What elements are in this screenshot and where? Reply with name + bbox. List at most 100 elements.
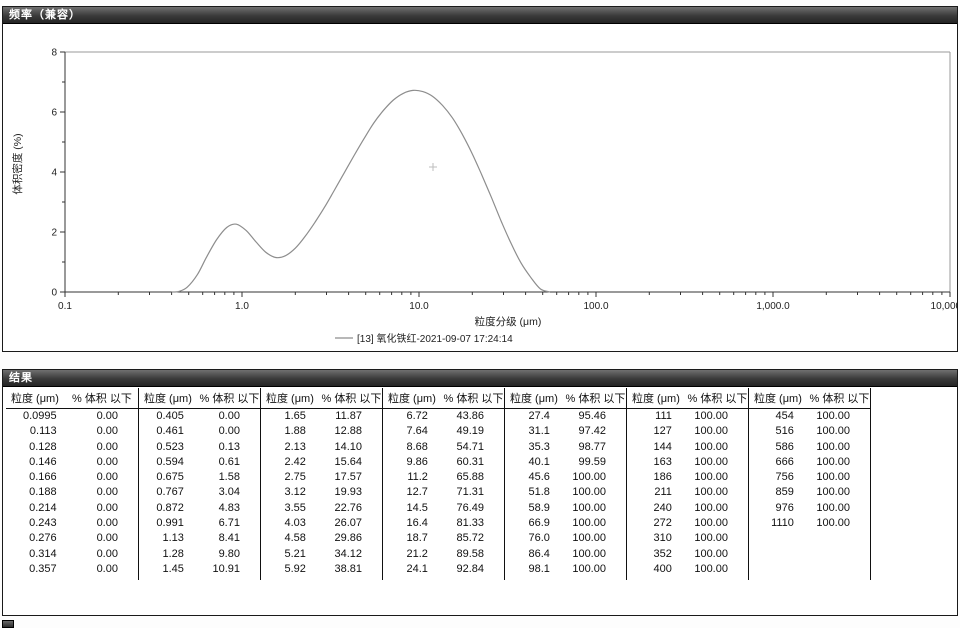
size-cell: 211 [654, 486, 672, 499]
table-row: 0.276 0.00 [6, 531, 138, 546]
col-header-pct: % 体积 以下 [443, 393, 504, 405]
pct-cell: 0.00 [96, 425, 118, 438]
table-row: 0.991 6.71 [139, 516, 260, 531]
size-cell: 86.4 [528, 547, 550, 560]
table-row: 352 100.00 [627, 547, 748, 562]
size-cell: 2.75 [284, 471, 306, 484]
result-column-group: 粒度 (μm) % 体积 以下 454 100.00 516 100.00 586 100.0… [749, 388, 871, 581]
size-cell: 144 [653, 440, 672, 453]
pct-cell: 100.00 [694, 532, 728, 545]
pct-cell: 100.00 [572, 562, 606, 575]
size-cell: 1.88 [284, 425, 306, 438]
size-cell: 400 [653, 562, 672, 575]
frequency-chart: 0.1 1.0 10.0 100.0 1,000.0 10,000.0 0 2 4 6 8 粒度分级 … [51, 48, 957, 346]
pct-cell: 97.42 [578, 425, 606, 438]
col-header-size: 粒度 (μm) [266, 393, 314, 405]
table-row: 0.675 1.58 [139, 470, 260, 485]
pct-cell: 19.93 [334, 486, 362, 499]
size-cell: 4.03 [284, 517, 306, 530]
table-row: 5.21 34.12 [261, 547, 382, 562]
size-cell: 310 [653, 532, 672, 545]
table-row: 111 100.00 [627, 409, 748, 424]
pct-cell: 100.00 [694, 455, 728, 468]
pct-cell: 54.71 [456, 440, 484, 453]
size-cell: 0.128 [29, 440, 57, 453]
size-cell: 666 [775, 455, 794, 468]
pct-cell: 76.49 [456, 501, 484, 514]
size-cell: 0.214 [29, 501, 57, 514]
size-cell: 16.4 [406, 517, 428, 530]
pct-cell: 6.71 [218, 517, 240, 530]
table-row: 0.767 3.04 [139, 485, 260, 500]
y-tick-label: 8 [51, 48, 57, 59]
pct-cell: 99.59 [578, 455, 606, 468]
size-cell: 976 [775, 501, 794, 514]
table-row: 163 100.00 [627, 455, 748, 470]
size-cell: 0.767 [156, 486, 184, 499]
pct-cell: 0.00 [96, 501, 118, 514]
table-row: 3.12 19.93 [261, 485, 382, 500]
pct-cell: 43.86 [456, 410, 484, 422]
table-row: 127 100.00 [627, 424, 748, 439]
frequency-panel: 频率（兼容） 体积密度 (%) 0.1 1.0 10.0 100.0 1,000.0 10… [2, 6, 958, 352]
table-row: 8.68 54.71 [383, 440, 504, 455]
size-cell: 756 [775, 471, 794, 484]
pct-cell: 100.00 [816, 425, 850, 438]
results-panel-title: 结果 [3, 370, 957, 387]
table-row: 3.55 22.76 [261, 501, 382, 516]
size-cell: 186 [653, 471, 672, 484]
pct-cell: 100.00 [694, 440, 728, 453]
frequency-panel-title: 频率（兼容） [3, 7, 957, 24]
pct-cell: 100.00 [694, 562, 728, 575]
table-row: 45.6 100.00 [505, 470, 626, 485]
table-row: 976 100.00 [749, 501, 870, 516]
table-row: 98.1 100.00 [505, 562, 626, 577]
pct-cell: 100.00 [694, 471, 728, 484]
table-row: 0.166 0.00 [6, 470, 138, 485]
table-row: 6.72 43.86 [383, 409, 504, 424]
pct-cell: 100.00 [816, 486, 850, 499]
col-header-size: 粒度 (μm) [510, 393, 558, 405]
size-cell: 0.188 [29, 486, 57, 499]
partial-next-panel [2, 620, 14, 628]
size-cell: 0.461 [156, 425, 184, 438]
table-row: 272 100.00 [627, 516, 748, 531]
pct-cell: 0.00 [96, 410, 118, 422]
x-tick-label: 10,000.0 [931, 301, 957, 312]
x-tick-label: 0.1 [58, 301, 72, 312]
pct-cell: 100.00 [572, 532, 606, 545]
pct-cell: 100.00 [572, 486, 606, 499]
table-row: 1.65 11.87 [261, 409, 382, 424]
pct-cell: 29.86 [334, 532, 362, 545]
size-cell: 0.146 [29, 455, 57, 468]
size-cell: 1.28 [162, 547, 184, 560]
table-row: 27.4 95.46 [505, 409, 626, 424]
pct-cell: 11.87 [335, 410, 362, 422]
size-cell: 0.0995 [22, 410, 57, 422]
legend-label: [13] 氧化铁红-2021-09-07 17:24:14 [357, 332, 513, 345]
column-group-header: 粒度 (μm) % 体积 以下 [383, 388, 504, 409]
size-cell: 0.594 [156, 455, 184, 468]
size-cell: 1.65 [284, 410, 306, 422]
table-row: 18.7 85.72 [383, 531, 504, 546]
pct-cell: 14.10 [334, 440, 362, 453]
size-cell: 1.13 [162, 532, 184, 545]
pct-cell: 100.00 [816, 501, 850, 514]
table-row: 14.5 76.49 [383, 501, 504, 516]
table-row: 0.872 4.83 [139, 501, 260, 516]
table-row: 66.9 100.00 [505, 516, 626, 531]
y-tick-label: 2 [51, 228, 57, 239]
size-cell: 0.314 [29, 547, 57, 560]
table-row: 516 100.00 [749, 424, 870, 439]
pct-cell: 81.33 [456, 517, 484, 530]
table-row: 4.58 29.86 [261, 531, 382, 546]
col-header-pct: % 体积 以下 [565, 393, 626, 405]
density-curve [171, 89, 551, 293]
size-cell: 0.872 [156, 501, 184, 514]
col-header-size: 粒度 (μm) [632, 393, 680, 405]
table-row: 186 100.00 [627, 470, 748, 485]
table-row: 0.243 0.00 [6, 516, 138, 531]
pct-cell: 0.00 [96, 562, 118, 575]
size-cell: 45.6 [528, 471, 550, 484]
